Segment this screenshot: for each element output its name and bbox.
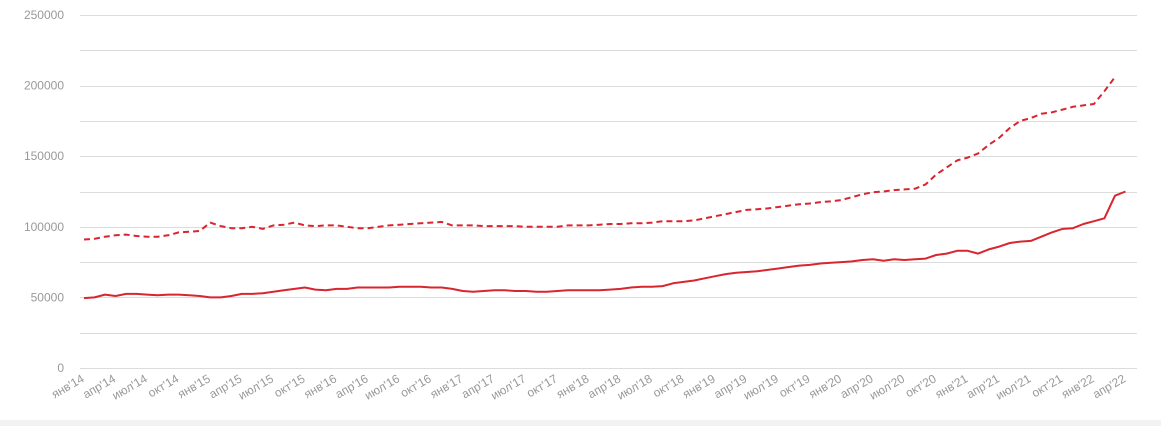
- y-tick-label: 250000: [24, 8, 64, 22]
- x-tick-label: июл'18: [615, 371, 655, 402]
- x-tick-label: окт'18: [650, 371, 686, 400]
- x-tick-label: янв'18: [554, 371, 592, 401]
- y-tick-label: 150000: [24, 149, 64, 163]
- grid-lines: [80, 15, 1137, 369]
- x-tick-label: июл'19: [741, 371, 781, 402]
- x-tick-label: июл'17: [488, 371, 528, 402]
- bottom-divider: [0, 420, 1161, 426]
- y-tick-label: 50000: [31, 290, 65, 304]
- x-tick-label: янв'16: [302, 371, 340, 401]
- x-axis-ticks: янв'14апр'14июл'14окт'14янв'15апр'15июл'…: [49, 371, 1128, 402]
- series-line-solid: [83, 190, 1126, 300]
- x-tick-label: окт'21: [1029, 371, 1065, 400]
- x-tick-label: окт'20: [903, 371, 939, 400]
- y-tick-label: 0: [57, 361, 64, 375]
- x-tick-label: янв'15: [175, 371, 213, 401]
- x-tick-label: апр'22: [1090, 371, 1128, 401]
- x-tick-label: янв'19: [680, 371, 718, 401]
- x-tick-label: окт'16: [398, 371, 434, 400]
- x-tick-label: янв'14: [49, 371, 87, 401]
- y-tick-label: 100000: [24, 220, 64, 234]
- series-lines: [83, 76, 1126, 300]
- y-axis-ticks: 0 50000 100000 150000 200000 250000: [24, 8, 64, 375]
- x-tick-label: июл'15: [236, 371, 276, 402]
- x-tick-label: окт'19: [777, 371, 813, 400]
- x-tick-label: июл'21: [993, 371, 1033, 402]
- x-tick-label: янв'22: [1059, 371, 1097, 401]
- x-tick-label: окт'15: [272, 371, 308, 400]
- x-tick-label: июл'14: [110, 371, 150, 402]
- x-tick-label: окт'14: [145, 371, 181, 400]
- series-line-dashed: [83, 76, 1116, 241]
- x-tick-label: июл'20: [867, 371, 907, 402]
- x-tick-label: окт'17: [524, 371, 560, 400]
- y-tick-label: 200000: [24, 79, 64, 93]
- x-tick-label: янв'17: [428, 371, 466, 401]
- x-tick-label: июл'16: [362, 371, 402, 402]
- x-tick-label: янв'21: [933, 371, 971, 401]
- x-tick-label: янв'20: [807, 371, 845, 401]
